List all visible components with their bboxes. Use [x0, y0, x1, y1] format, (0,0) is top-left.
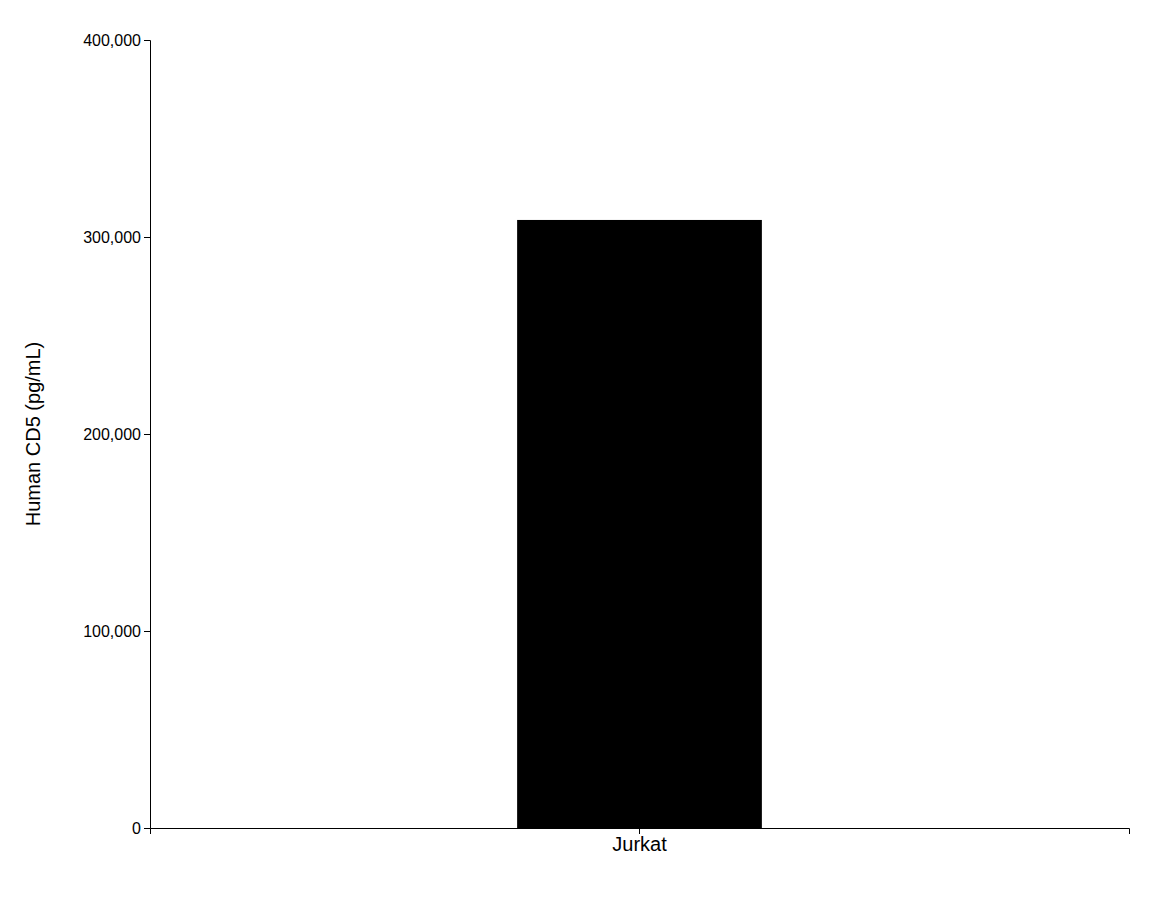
x-axis: Jurkat: [151, 828, 1130, 855]
x-tick: Jurkat: [612, 828, 667, 855]
bar: [517, 220, 762, 828]
y-tick-label: 300,000: [83, 229, 141, 246]
y-tick-mark: [144, 434, 150, 435]
y-tick-label: 200,000: [83, 426, 141, 443]
y-tick: 300,000: [83, 229, 150, 246]
y-tick-mark: [144, 237, 150, 238]
marks: [517, 220, 762, 828]
plot-area: 0 100,000 200,000 300,000 400,000 Jurkat: [83, 32, 1129, 856]
y-tick-label: 400,000: [83, 32, 141, 49]
y-axis: 0 100,000 200,000 300,000 400,000: [83, 32, 150, 837]
y-tick: 100,000: [83, 623, 150, 640]
y-axis-title: Human CD5 (pg/mL): [22, 342, 44, 527]
y-axis-line: [144, 41, 151, 829]
y-tick: 0: [132, 820, 150, 837]
y-tick: 200,000: [83, 426, 150, 443]
x-tick-label: Jurkat: [612, 833, 667, 855]
chart-svg: 0 100,000 200,000 300,000 400,000 Jurkat Human…: [0, 0, 1169, 908]
y-tick-mark: [144, 828, 150, 829]
chart-container: 0 100,000 200,000 300,000 400,000 Jurkat Human…: [0, 0, 1169, 908]
y-tick-label: 100,000: [83, 623, 141, 640]
y-tick: 400,000: [83, 32, 150, 49]
y-tick-mark: [144, 631, 150, 632]
y-tick-mark: [144, 40, 150, 41]
y-tick-label: 0: [132, 820, 141, 837]
